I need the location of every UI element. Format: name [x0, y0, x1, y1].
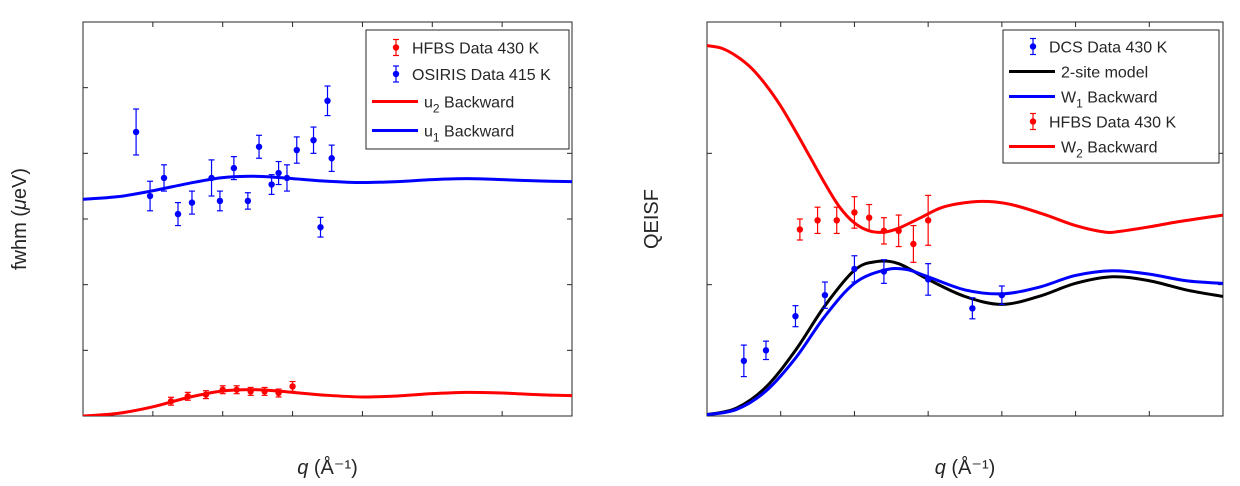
data-point-hfbs-data-430-k [865, 214, 873, 221]
data-point-dcs-data-430-k [969, 305, 976, 312]
data-point-osiris-data-415-k [146, 192, 154, 200]
data-point-hfbs-data-430-k [796, 226, 804, 233]
data-point-hfbs-data-430-k [167, 398, 175, 405]
data-point-hfbs-data-430-k [880, 227, 888, 235]
legend-swatch-marker-dcs-data-430-k [1029, 43, 1037, 50]
legend-label-hfbs-data-430-k: HFBS Data 430 K [412, 41, 540, 58]
x-axis-label: q (Å⁻¹) [297, 456, 358, 479]
data-point-osiris-data-415-k [188, 199, 196, 206]
data-point-osiris-data-415-k [132, 128, 140, 136]
data-point-osiris-data-415-k [328, 155, 335, 162]
data-point-osiris-data-415-k [160, 174, 168, 182]
legend: DCS Data 430 K 2-site model W1 Backward HFB… [1002, 29, 1220, 164]
data-point-dcs-data-430-k [998, 291, 1006, 299]
series-line-u2 [83, 388, 572, 416]
data-point-osiris-data-415-k [324, 97, 331, 105]
chart-panel-b: q (Å⁻¹) QEISF DCS Data 430 K 2-site model W1… [641, 21, 1224, 479]
data-point-hfbs-data-430-k [184, 393, 191, 400]
data-point-hfbs-data-430-k [261, 388, 268, 395]
data-point-osiris-data-415-k [174, 210, 182, 218]
legend-label-u2: u2 Backward [424, 95, 514, 116]
legend-label-u1: u1 Backward [424, 124, 514, 145]
data-point-osiris-data-415-k [283, 174, 291, 182]
legend-swatch-marker-osiris-data-415-k [392, 70, 400, 78]
x-axis-label: q (Å⁻¹) [935, 456, 996, 479]
data-point-osiris-data-415-k [310, 137, 317, 144]
legend-label-2-site-model: 2-site model [1061, 65, 1148, 82]
data-point-hfbs-data-430-k [833, 217, 840, 224]
legend-label-hfbs-data-430-k: HFBS Data 430 K [1049, 115, 1177, 132]
data-point-osiris-data-415-k [317, 224, 324, 231]
data-point-hfbs-data-430-k [247, 388, 254, 395]
data-point-dcs-data-430-k [740, 357, 748, 365]
data-point-hfbs-data-430-k [275, 389, 282, 397]
data-point-dcs-data-430-k [762, 347, 770, 354]
data-point-hfbs-data-430-k [910, 240, 917, 248]
data-point-osiris-data-415-k [230, 164, 238, 172]
y-axis-label: QEISF [641, 189, 663, 249]
data-point-dcs-data-430-k [880, 268, 888, 275]
data-point-dcs-data-430-k [821, 291, 829, 299]
legend-swatch-marker-hfbs-data-430-k [392, 44, 400, 51]
data-point-hfbs-data-430-k [895, 227, 902, 235]
data-point-dcs-data-430-k [792, 312, 799, 320]
data-point-osiris-data-415-k [255, 143, 263, 150]
data-point-dcs-data-430-k [924, 276, 932, 283]
legend-label-w1: W1 Backward [1061, 90, 1158, 111]
legend: HFBS Data 430 K OSIRIS Data 415 K u2 Backw… [365, 29, 570, 150]
chart-panel-a: q (Å⁻¹) fwhm (μeV) HFBS Data 430 K OSIRIS D… [9, 21, 573, 479]
data-point-hfbs-data-430-k [233, 386, 240, 393]
series-line-u1 [83, 174, 572, 201]
data-point-hfbs-data-430-k [924, 217, 932, 224]
data-point-hfbs-data-430-k [219, 386, 226, 393]
data-point-osiris-data-415-k [293, 146, 300, 154]
data-point-osiris-data-415-k [275, 169, 282, 177]
legend-label-osiris-data-415-k: OSIRIS Data 415 K [412, 67, 551, 84]
data-point-osiris-data-415-k [208, 174, 215, 182]
data-point-osiris-data-415-k [244, 197, 252, 205]
legend-label-w2: W2 Backward [1061, 140, 1158, 161]
data-point-dcs-data-430-k [851, 265, 858, 273]
legend-swatch-marker-hfbs-data-430-k [1029, 118, 1037, 125]
series-line-w2 [707, 44, 1223, 235]
legend-label-dcs-data-430-k: DCS Data 430 K [1049, 40, 1168, 57]
data-point-hfbs-data-430-k [289, 383, 296, 390]
data-point-osiris-data-415-k [268, 181, 275, 188]
data-point-hfbs-data-430-k [202, 391, 210, 398]
data-point-hfbs-data-430-k [851, 209, 858, 216]
data-point-hfbs-data-430-k [814, 217, 821, 224]
data-point-osiris-data-415-k [216, 197, 224, 205]
y-axis-label: fwhm (μeV) [9, 168, 31, 270]
